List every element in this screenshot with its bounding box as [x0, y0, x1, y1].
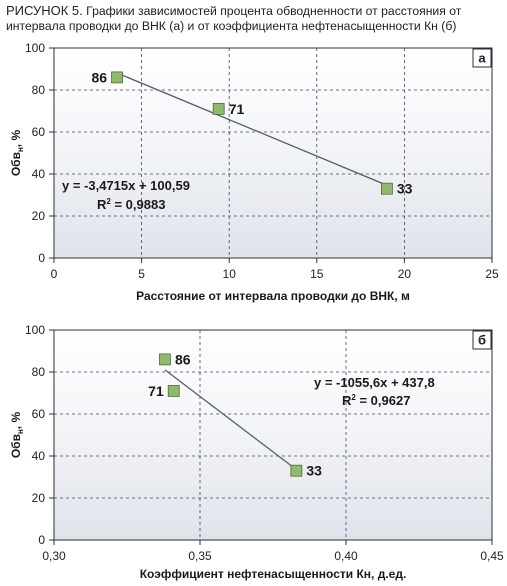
chart-1-x-axis-title: Расстояние от интервала проводки до ВНК,… [136, 289, 410, 303]
chart-1: 0 20 40 60 80 100 0 5 10 15 20 25 Расстояние от инте… [9, 41, 499, 303]
chart-1-point-label-1: 71 [229, 101, 245, 117]
chart-1-panel-tag: а [478, 51, 486, 66]
chart-1-y-axis-title-main: Обв [9, 152, 23, 176]
chart-1-xtick-label-5: 25 [485, 267, 499, 281]
chart-1-point-label-0: 86 [91, 69, 107, 85]
chart-1-ytick-label-0: 0 [38, 251, 45, 265]
chart-2-y-axis-title-main: Обв [9, 434, 23, 458]
chart-1-xtick-label-2: 10 [223, 267, 237, 281]
figure-caption-text: Графики зависимостей процента обводненно… [6, 4, 462, 33]
chart-2-r-squared-label: R [342, 393, 352, 408]
chart-2-point-0 [159, 353, 171, 366]
chart-1-xtick-label-0: 0 [51, 267, 58, 281]
chart-2-point-2 [290, 464, 303, 477]
chart-2-xtick-label-0: 0,30 [42, 549, 66, 563]
chart-1-point-0 [111, 71, 123, 84]
chart-1-ytick-label-4: 80 [32, 83, 46, 97]
chart-2-y-axis-title-unit: , % [9, 412, 23, 430]
chart-1-point-2 [380, 182, 393, 195]
figure-caption-lead: РИСУНОК 5. [6, 3, 83, 18]
chart-2-r-squared-exp: 2 [351, 393, 356, 402]
chart-1-r-squared-value: = 0,9883 [111, 197, 166, 212]
chart-2-equation: y = -1055,6x + 437,8 [314, 375, 435, 390]
chart-2-xtick-label-3: 0,45 [480, 549, 504, 563]
chart-1-xtick-label-3: 15 [310, 267, 324, 281]
chart-2-y-axis-title-sub: н [16, 429, 25, 434]
chart-2-xtick-label-1: 0,35 [188, 549, 212, 563]
chart-1-plot-area [54, 48, 492, 258]
chart-1-point-label-2: 33 [397, 181, 413, 197]
chart-2-plot-area [54, 330, 492, 540]
chart-1-y-axis-title: Обвн, % [9, 130, 25, 177]
chart-2-ytick-label-5: 100 [25, 323, 45, 337]
chart-1-panel-tag-box [472, 48, 492, 68]
chart-1-r-squared-label: R [97, 197, 107, 212]
chart-2-ytick-label-4: 80 [32, 365, 46, 379]
chart-2-ytick-label-3: 60 [32, 407, 46, 421]
chart-2-ytick-label-1: 20 [32, 491, 46, 505]
chart-1-equation: y = -3,4715x + 100,59 [62, 178, 190, 193]
chart-1-y-axis-title-sub: н [16, 147, 25, 152]
chart-1-trend-line [116, 72, 388, 186]
chart-2-point-1 [167, 384, 180, 397]
chart-1-plot-frame [53, 47, 493, 259]
chart-2-trend-line [164, 369, 297, 471]
figure-caption: РИСУНОК 5. Графики зависимостей процента… [6, 3, 502, 34]
chart-1-r-squared-exp: 2 [106, 197, 111, 206]
chart-1-ytick-label-1: 20 [32, 209, 46, 223]
chart-2-point-label-1: 71 [148, 383, 164, 399]
chart-2-ytick-label-2: 40 [32, 449, 46, 463]
chart-2-r-squared: R2 = 0,9627 [342, 393, 410, 408]
chart-2-ytick-label-0: 0 [38, 533, 45, 547]
chart-2-xtick-label-2: 0,40 [334, 549, 358, 563]
chart-1-point-1 [212, 103, 225, 115]
chart-1-xtick-label-1: 5 [138, 267, 145, 281]
chart-2-panel-tag: б [478, 333, 486, 348]
chart-2-r-squared-value: = 0,9627 [356, 393, 411, 408]
chart-1-ytick-label-3: 60 [32, 125, 46, 139]
chart-2-panel-tag-box [472, 330, 492, 350]
chart-1-r-squared: R2 = 0,9883 [97, 197, 165, 212]
chart-1-xtick-label-4: 20 [398, 267, 412, 281]
chart-2-x-axis-title: Коэффициент нефтенасыщенности Кн, д.ед. [140, 567, 407, 581]
chart-2-plot-frame [53, 329, 493, 541]
chart-2-point-label-0: 86 [175, 351, 191, 367]
chart-2-y-axis-title: Обвн, % [9, 412, 25, 459]
chart-2: 0 20 40 60 80 100 0,30 0,35 0,40 0,45 Коэффициент … [9, 323, 504, 581]
chart-1-ytick-label-5: 100 [25, 41, 45, 55]
chart-2-point-label-2: 33 [306, 463, 322, 479]
chart-1-y-axis-title-unit: , % [9, 130, 23, 148]
chart-1-ytick-label-2: 40 [32, 167, 46, 181]
